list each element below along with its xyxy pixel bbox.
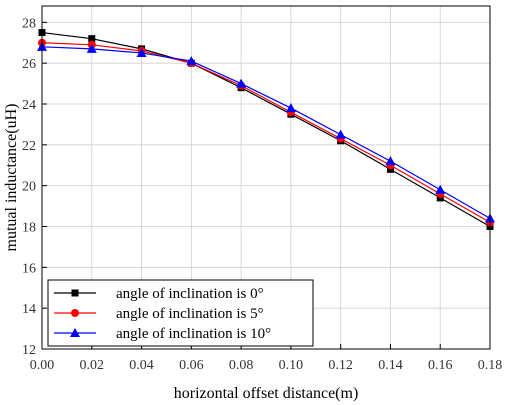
legend-label: angle of inclination is 5° (116, 306, 264, 322)
data-point (335, 129, 346, 139)
data-point (436, 194, 444, 202)
grid (42, 6, 490, 349)
y-tick-label: 14 (22, 302, 36, 317)
y-tick-label: 20 (22, 180, 36, 195)
data-point (236, 78, 247, 88)
x-tick-label: 0.06 (179, 358, 204, 373)
data-point (88, 35, 96, 43)
data-point (435, 184, 446, 194)
series-2 (37, 41, 495, 223)
legend-label: angle of inclination is 0° (116, 286, 264, 302)
y-tick-label: 24 (22, 98, 36, 113)
legend-label: angle of inclination is 10° (116, 326, 271, 342)
axis-ticks: 0.00 0.02 0.04 0.06 0.08 0.10 0.12 0.14 0.16 0.18… (22, 16, 502, 373)
y-axis-label: mutual inductance(uH) (3, 104, 20, 252)
x-tick-label: 0.16 (428, 358, 453, 373)
legend-marker (71, 289, 79, 297)
y-tick-label: 26 (22, 57, 36, 72)
data-point (285, 103, 296, 113)
data-point (186, 56, 197, 66)
series-line (41, 31, 491, 228)
x-tick-label: 0.12 (328, 358, 353, 373)
data-point (386, 165, 394, 173)
plot-frame (41, 5, 491, 350)
series-line (41, 42, 491, 223)
y-tick-label: 16 (22, 261, 36, 276)
y-tick-label: 22 (22, 139, 36, 154)
x-tick-label: 0.04 (129, 358, 154, 373)
legend-marker (70, 328, 80, 337)
legend: angle of inclination is 0° angle of incli… (47, 279, 314, 347)
data-point (86, 43, 97, 53)
legend-marker (71, 309, 79, 317)
series-1 (38, 38, 494, 227)
x-tick-label: 0.02 (80, 358, 105, 373)
x-tick-label: 0.14 (378, 358, 403, 373)
data-point (136, 47, 147, 57)
legend-item: angle of inclination is 5° (54, 306, 264, 322)
x-tick-label: 0.00 (30, 358, 55, 373)
legend-item: angle of inclination is 0° (54, 286, 264, 302)
y-tick-label: 18 (22, 221, 36, 236)
x-tick-label: 0.10 (279, 358, 304, 373)
legend-item: angle of inclination is 10° (54, 326, 271, 342)
series-line (41, 46, 491, 219)
x-tick-label: 0.08 (229, 358, 254, 373)
y-tick-label: 28 (22, 16, 36, 31)
y-tick-label: 12 (22, 343, 36, 358)
x-axis-label: horizontal offset distance(m) (174, 385, 359, 402)
x-tick-label: 0.18 (478, 358, 503, 373)
data-point (385, 156, 396, 166)
series-0 (38, 29, 494, 230)
series-layer (37, 29, 495, 230)
